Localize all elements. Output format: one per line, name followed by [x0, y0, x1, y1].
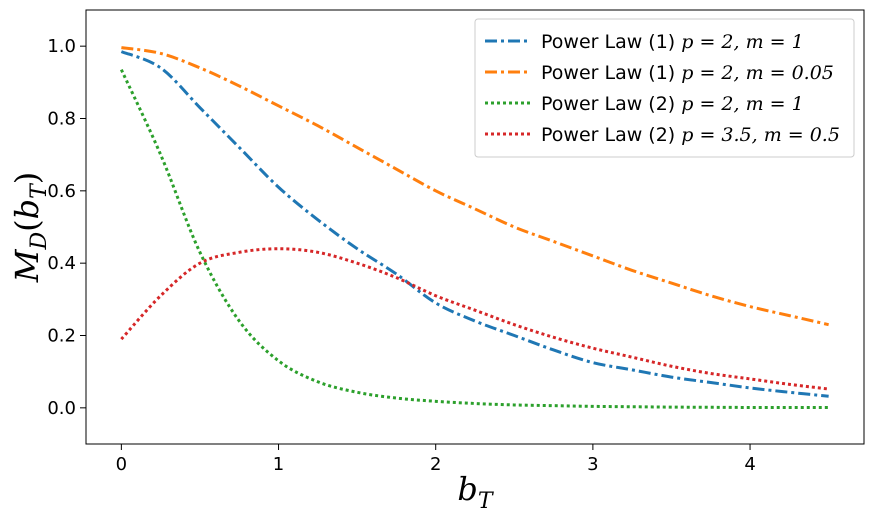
- series-line-2: [121, 46, 829, 327]
- series-line-1: [120, 50, 829, 398]
- y-tick-label: 0.8: [47, 109, 76, 130]
- x-axis-label: bT: [457, 470, 494, 514]
- x-tick-label: 3: [587, 454, 598, 475]
- x-tick-label: 2: [430, 454, 441, 475]
- series-line-3: [120, 69, 829, 409]
- y-tick-label: 0.0: [47, 398, 76, 419]
- series-line-4: [120, 247, 829, 391]
- y-tick-label: 1.0: [47, 36, 76, 57]
- legend-label-3: Power Law (2) p = 2, m = 1: [541, 93, 804, 115]
- y-axis-label: MD(bT): [8, 172, 52, 284]
- x-axis-ticks: 0 1 2 3 4: [116, 444, 756, 475]
- x-tick-label: 1: [273, 454, 284, 475]
- x-tick-label: 4: [744, 454, 755, 475]
- y-tick-label: 0.4: [47, 253, 76, 274]
- legend-label-2: Power Law (1) p = 2, m = 0.05: [541, 62, 834, 84]
- x-tick-label: 0: [116, 454, 127, 475]
- y-tick-label: 0.2: [47, 326, 76, 347]
- axes-frame: [85, 9, 865, 445]
- y-tick-label: 0.6: [47, 181, 76, 202]
- legend-label-1: Power Law (1) p = 2, m = 1: [541, 31, 804, 53]
- y-axis-ticks: 0.0 0.2 0.4 0.6 0.8 1.0: [47, 36, 86, 419]
- series-group: [120, 46, 829, 409]
- legend-box: [474, 18, 855, 158]
- legend: Power Law (1) p = 2, m = 1 Power Law (1) …: [474, 18, 855, 158]
- legend-label-4: Power Law (2) p = 3.5, m = 0.5: [541, 124, 840, 146]
